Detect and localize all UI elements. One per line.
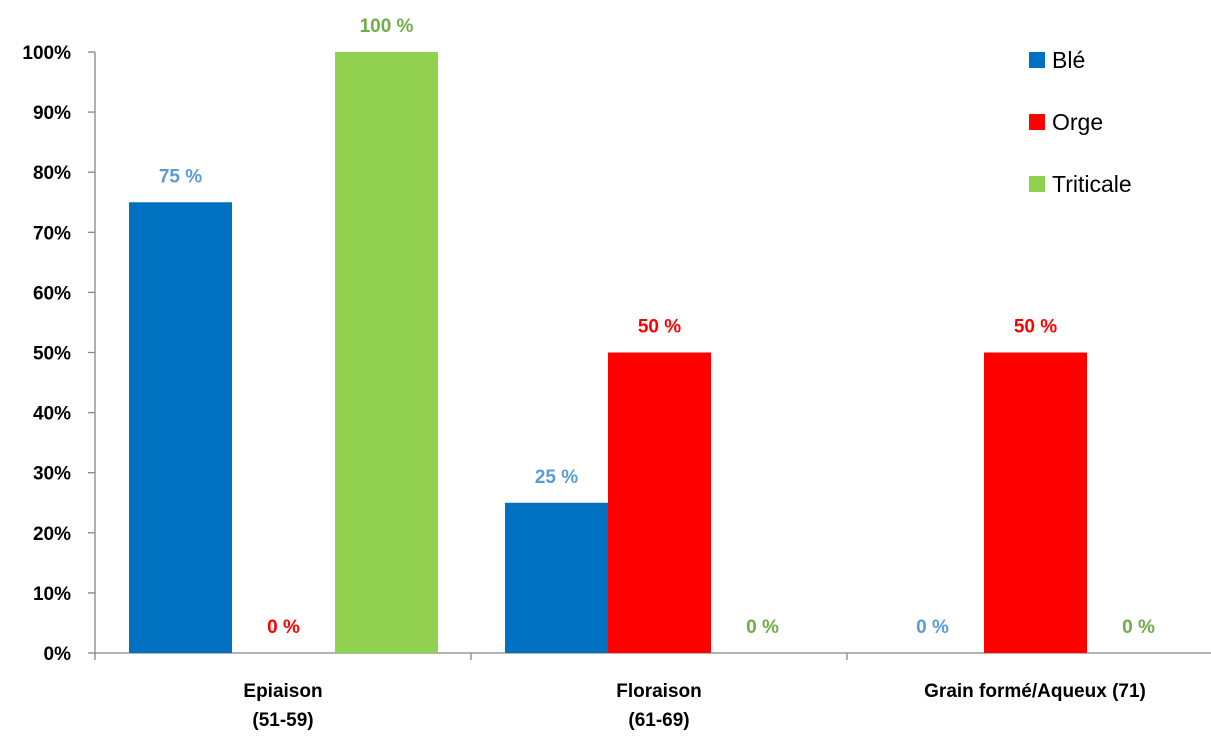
legend-label: Blé [1052,47,1085,73]
data-label: 0 % [916,617,949,638]
data-label: 50 % [1014,317,1057,338]
x-tick-label: Epiaison [243,681,322,702]
x-tick-label: (51-59) [252,710,313,731]
x-tick-label: Floraison [616,681,702,702]
data-label: 50 % [638,317,681,338]
legend-swatch-orge [1029,114,1045,130]
data-label: 75 % [159,166,202,187]
x-tick-label: (61-69) [628,710,689,731]
bar-orge [984,352,1087,653]
y-tick-label: 0% [44,644,72,665]
data-label: 100 % [360,16,414,37]
data-label: 0 % [746,617,779,638]
data-label: 0 % [1122,617,1155,638]
legend-swatch-blé [1029,52,1045,68]
data-label: 0 % [267,617,300,638]
data-label: 25 % [535,467,578,488]
y-tick-label: 10% [33,584,71,605]
y-tick-label: 20% [33,524,71,545]
data-labels: 75 % 25 % 0 % 0 % 50 % 50 % 100 % 0 % 0 % [159,16,1155,638]
legend: Blé Orge Triticale [1029,47,1132,197]
bars [129,52,1087,653]
y-tick-label: 70% [33,223,71,244]
bar-blé [129,202,232,653]
y-tick-label: 30% [33,464,71,485]
y-tick-label: 40% [33,404,71,425]
bar-triticale [335,52,438,653]
legend-swatch-triticale [1029,176,1045,192]
y-tick-label: 80% [33,163,71,184]
y-tick-label: 90% [33,103,71,124]
y-tick-label: 50% [33,344,71,365]
legend-label: Orge [1052,109,1103,135]
axes: 0% 10% 20% 30% 40% 50% 60% 70% 80% 90% 100% Epiaiso… [22,43,1211,731]
bar-blé [505,502,608,653]
legend-label: Triticale [1052,171,1132,197]
y-tick-label: 100% [22,43,71,64]
bar-orge [608,352,711,653]
x-tick-label: Grain formé/Aqueux (71) [924,681,1146,702]
y-tick-label: 60% [33,283,71,304]
